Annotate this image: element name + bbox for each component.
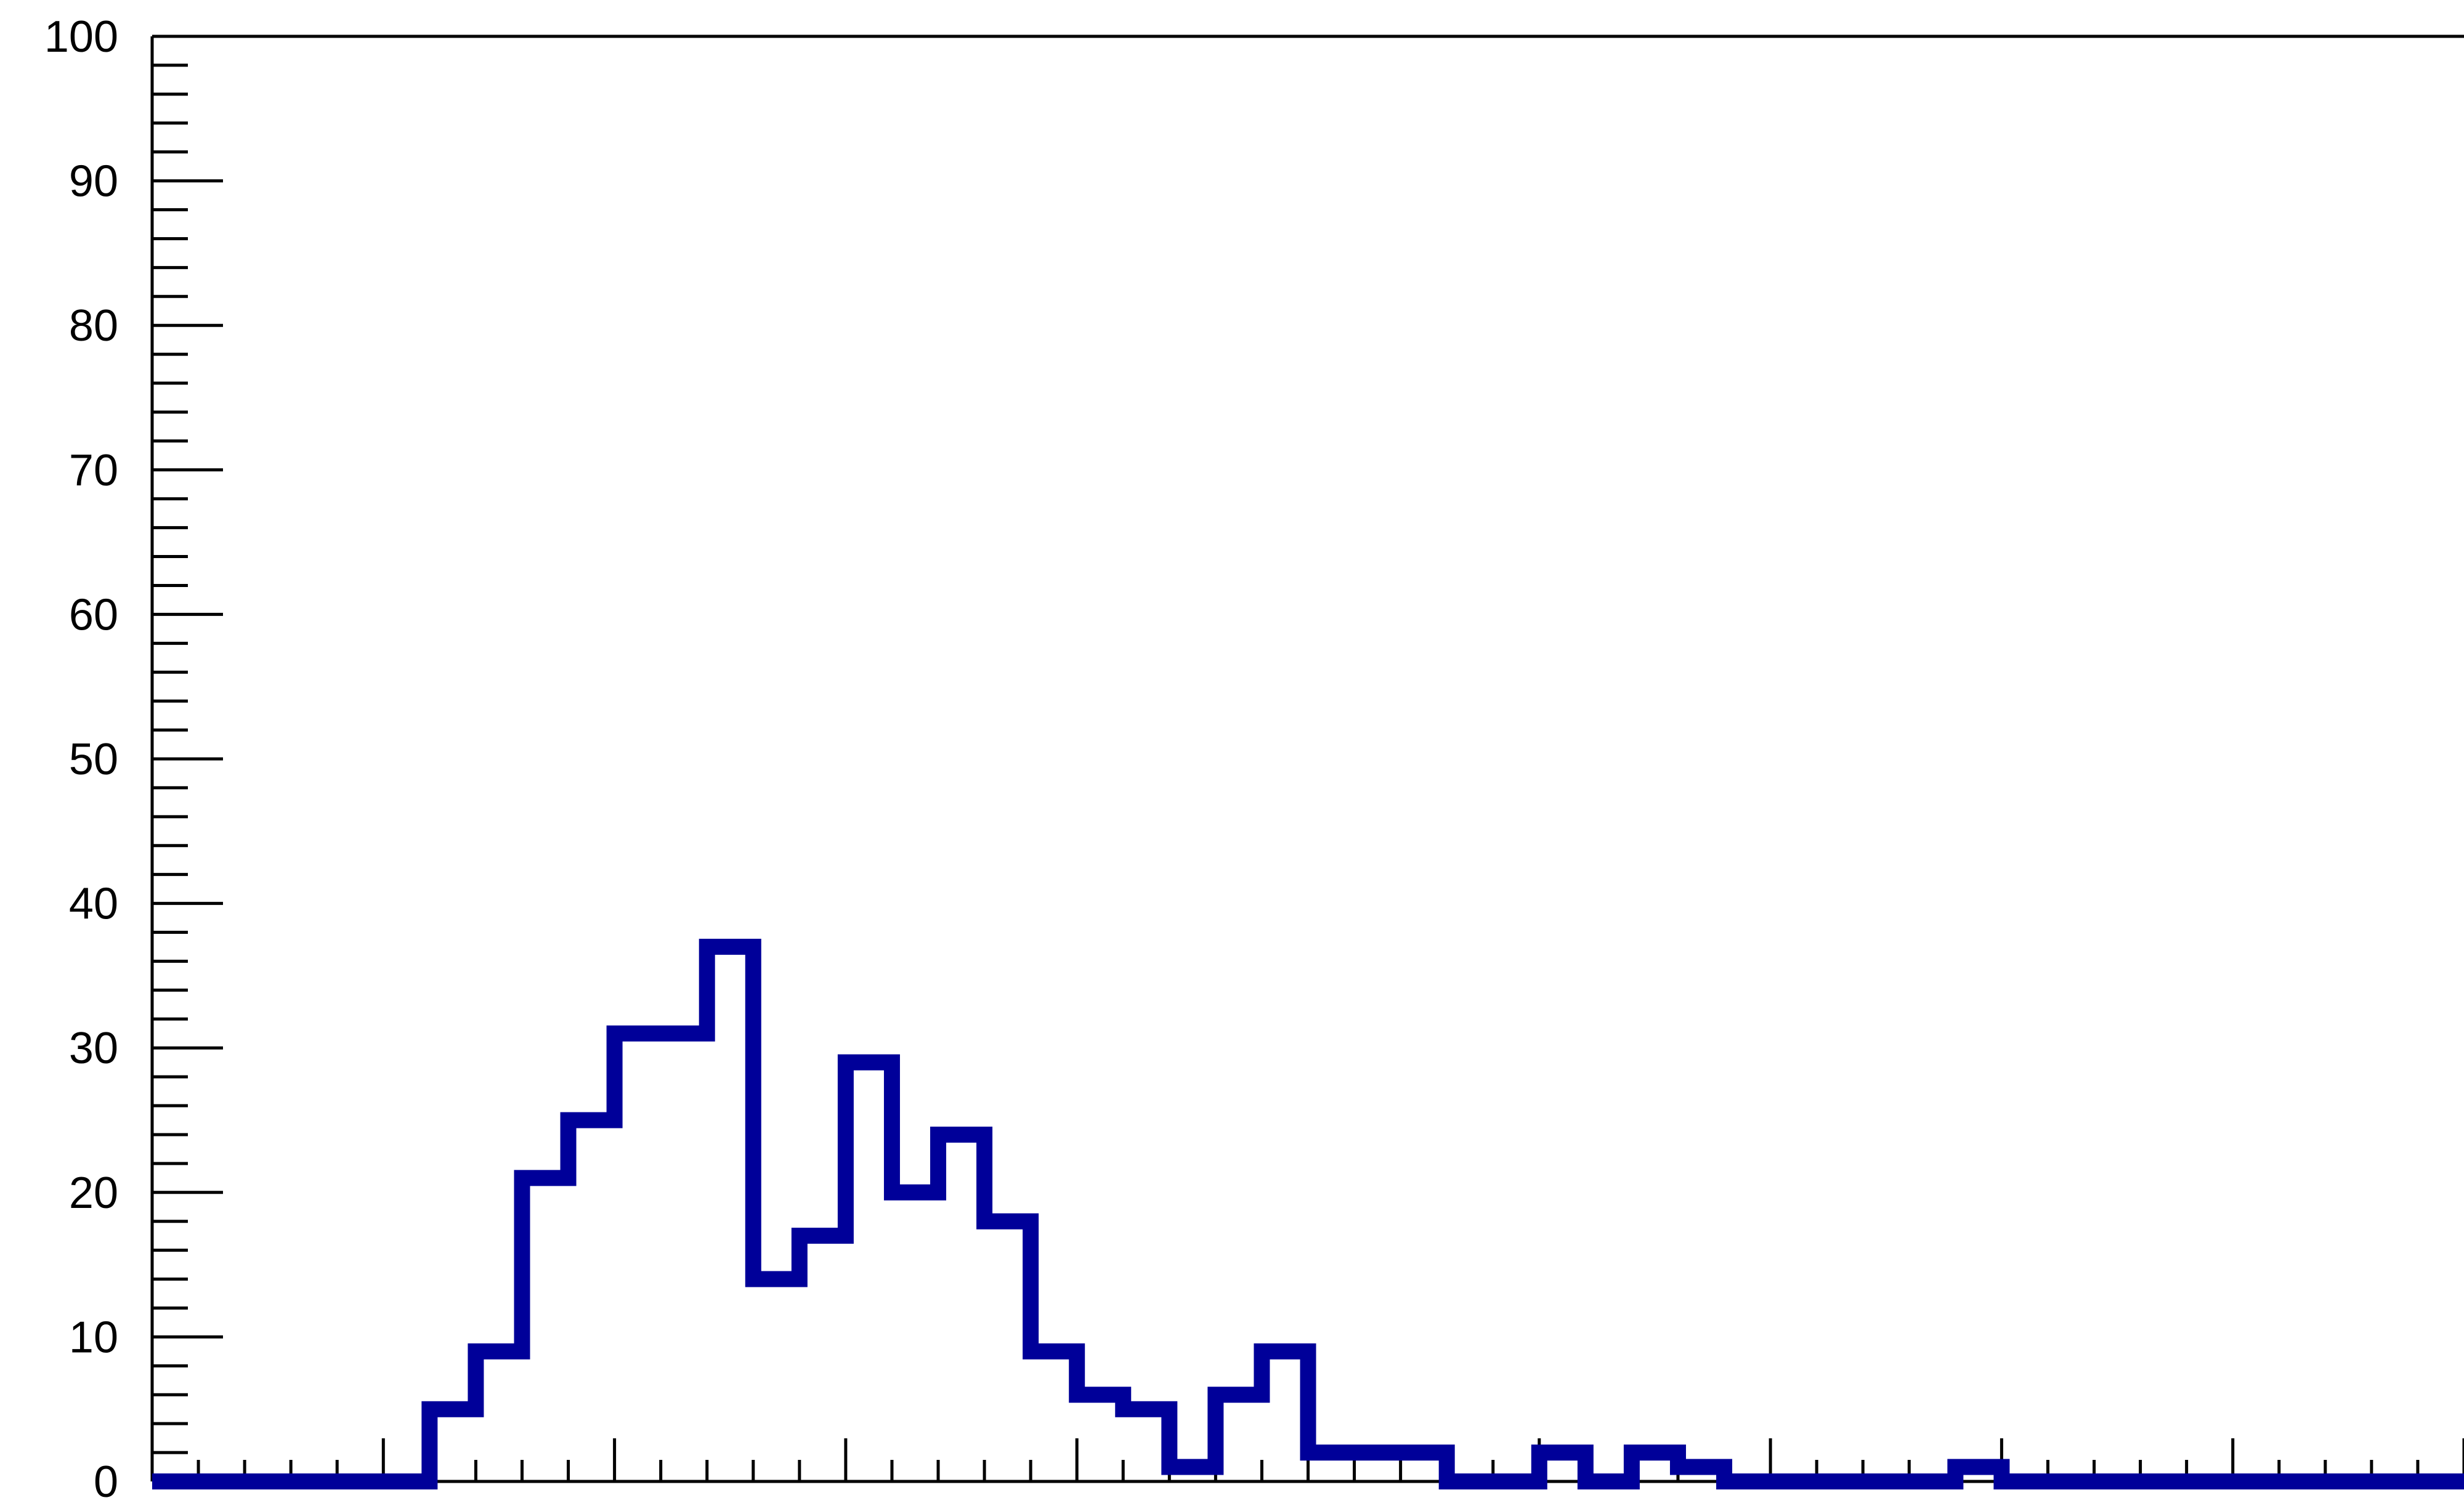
histogram-bin [938, 1135, 984, 1481]
axes-layer [150, 34, 2464, 1483]
y-tick-label: 50 [69, 735, 118, 784]
histogram-bin [615, 1034, 661, 1481]
y-tick-label: 100 [44, 12, 118, 62]
series-layer [152, 938, 2464, 1489]
histogram-bin [1077, 1395, 1123, 1481]
labels-layer: 0 10 20 30 40 50 60 70 80 90 100 [44, 12, 118, 1503]
histogram-bin [429, 1409, 476, 1481]
histogram-bin [984, 1221, 1031, 1481]
histogram-bin [1169, 1467, 1215, 1481]
y-tick-label: 10 [69, 1313, 118, 1362]
histogram-bin [892, 1193, 938, 1481]
histogram-bin [1955, 1467, 2001, 1481]
histogram-bin [522, 1178, 568, 1481]
y-tick-label: 0 [94, 1457, 118, 1503]
histogram-bin [753, 1279, 800, 1481]
y-tick-label: 80 [69, 301, 118, 350]
y-tick-label: 60 [69, 590, 118, 639]
histogram-bin [661, 1034, 707, 1481]
histogram-bin [1215, 1395, 1262, 1481]
histogram-bin [476, 1351, 522, 1481]
histogram-bin [846, 1063, 892, 1481]
histogram-outline [152, 938, 2464, 1489]
histogram-bin [1632, 1452, 1678, 1481]
y-tick-label: 40 [69, 880, 118, 929]
y-tick-label: 30 [69, 1024, 118, 1073]
histogram-bin [569, 1120, 615, 1482]
histogram-bin [1355, 1452, 1401, 1481]
y-tick-label: 20 [69, 1169, 118, 1218]
histogram-bin [1401, 1452, 1447, 1481]
histogram-bin [707, 947, 753, 1481]
histogram-bin [1262, 1351, 1308, 1481]
histogram-bin [1031, 1351, 1077, 1481]
histogram-bin [1539, 1452, 1586, 1481]
y-tick-label: 70 [69, 446, 118, 495]
histogram-bin [1678, 1467, 1724, 1481]
y-tick-label: 90 [69, 157, 118, 206]
histogram-bin [1308, 1452, 1355, 1481]
histogram-bin [1123, 1409, 1169, 1481]
histogram-bin [800, 1236, 846, 1481]
